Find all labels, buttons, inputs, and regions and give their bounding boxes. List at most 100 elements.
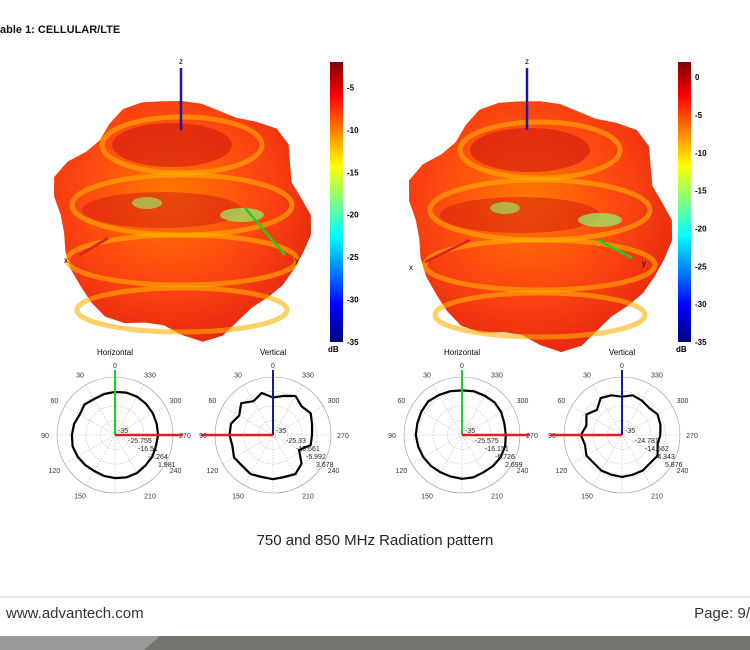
angle-tick-label: 120	[556, 468, 568, 475]
angle-tick-label: 210	[302, 494, 314, 501]
angle-tick-label: 0	[620, 363, 624, 370]
angle-tick-label: 210	[144, 494, 156, 501]
r-tick-label: -6.726	[495, 454, 515, 461]
r-tick-label: 5.876	[665, 462, 683, 469]
page-number: Page: 9/	[694, 605, 750, 622]
figure-caption: 750 and 850 MHz Radiation pattern	[256, 532, 494, 549]
polar-plot-3: Horizontal 0 330 300 270 240 210 150 120 90 60 30 -3…	[388, 348, 538, 501]
y-axis-label: y	[642, 259, 646, 268]
colorbar-tick-label: -25	[347, 253, 359, 262]
angle-tick-label: 60	[397, 398, 405, 405]
surface-lobe	[112, 123, 232, 167]
angle-tick-label: 90	[548, 433, 556, 440]
colorbar-tick-label: -15	[347, 168, 359, 177]
colorbar-tick-label: -10	[347, 126, 359, 135]
radiation-pattern-curve	[414, 389, 507, 480]
angle-tick-label: 270	[179, 433, 191, 440]
polar-plot-2: Vertical0330300270240210150120906030-35-…	[199, 348, 349, 501]
polar-plot-1: Horizontal 0 330 300 270 240 210 150 120 90 60 30 -3…	[41, 348, 191, 501]
x-axis	[424, 238, 471, 264]
surface-ring	[432, 290, 648, 340]
surface-spot	[490, 202, 520, 214]
angle-tick-label: 210	[651, 494, 663, 501]
angle-tick-label: 0	[460, 363, 464, 370]
angle-tick-label: 90	[41, 433, 49, 440]
angle-tick-label: 210	[491, 494, 503, 501]
angle-tick-label: 300	[170, 398, 182, 405]
colorbar-tick-label: -35	[695, 338, 707, 347]
r-tick-label: -35	[118, 428, 128, 435]
surface-plot-2: z x y 0 -5 -10 -15 -20 -25 -30 -35 dB	[409, 57, 707, 354]
surface-lobe	[470, 128, 590, 172]
radiation-pattern-curve	[579, 394, 662, 478]
polar-title: Horizontal	[97, 348, 133, 357]
surface-spot	[132, 197, 162, 209]
r-tick-label: -16.151	[485, 446, 509, 453]
table-title: able 1: CELLULAR/LTE	[0, 24, 121, 36]
surface-ring	[64, 232, 300, 288]
colorbar-tick-label: -5	[347, 83, 355, 92]
footer-divider	[0, 596, 750, 598]
surface-spot	[220, 208, 264, 222]
r-tick-label: 1.981	[158, 462, 176, 469]
angle-tick-label: 270	[526, 433, 538, 440]
r-tick-label: 2.699	[505, 462, 523, 469]
angle-tick-label: 330	[144, 372, 156, 379]
colorbar-tick-label: -15	[695, 187, 707, 196]
angle-tick-label: 270	[337, 433, 349, 440]
z-axis-label: z	[525, 57, 529, 66]
polar-title: Horizontal	[444, 348, 480, 357]
r-tick-label: -5.992	[306, 454, 326, 461]
r-tick-label: -16.51	[138, 446, 158, 453]
angle-tick-label: 120	[49, 468, 61, 475]
colorbar-tick-label: -20	[347, 211, 359, 220]
angle-tick-label: 330	[491, 372, 503, 379]
angle-tick-label: 150	[74, 494, 86, 501]
y-axis	[244, 207, 286, 256]
colorbar-tick-label: -30	[695, 300, 707, 309]
colorbar-unit-label: dB	[328, 345, 339, 354]
colorbar-tick-label: -25	[695, 262, 707, 271]
r-tick-label: -4.343	[655, 454, 675, 461]
angle-tick-label: 270	[686, 433, 698, 440]
angle-tick-label: 240	[328, 468, 340, 475]
footer-bar-accent	[0, 636, 160, 650]
z-axis-label: z	[179, 57, 183, 66]
angle-tick-label: 60	[557, 398, 565, 405]
angle-tick-label: 30	[583, 372, 591, 379]
footer-website[interactable]: www.advantech.com	[6, 605, 144, 622]
radiation-pattern-curve	[228, 391, 314, 481]
angle-tick-label: 60	[50, 398, 58, 405]
angle-tick-label: 30	[423, 372, 431, 379]
angle-tick-label: 120	[396, 468, 408, 475]
angle-tick-label: 240	[677, 468, 689, 475]
r-tick-label: -35	[465, 428, 475, 435]
colorbar	[330, 62, 343, 342]
angle-tick-label: 90	[388, 433, 396, 440]
x-axis	[79, 236, 109, 257]
surface-lobe	[82, 192, 242, 228]
r-tick-label: -24.781	[635, 438, 659, 445]
r-tick-label: 3.678	[316, 462, 334, 469]
surface-spot	[578, 213, 622, 227]
angle-tick-label: 150	[232, 494, 244, 501]
angle-tick-label: 300	[517, 398, 529, 405]
angle-tick-label: 30	[234, 372, 242, 379]
angle-tick-label: 150	[581, 494, 593, 501]
polar-title: Vertical	[260, 348, 286, 357]
angle-tick-label: 60	[208, 398, 216, 405]
colorbar-tick-label: -5	[695, 111, 703, 120]
y-axis	[597, 238, 633, 260]
angle-tick-label: 90	[199, 433, 207, 440]
colorbar-unit-label: dB	[676, 345, 687, 354]
angle-tick-label: 300	[677, 398, 689, 405]
colorbar	[678, 62, 691, 342]
angle-tick-label: 0	[113, 363, 117, 370]
colorbar-tick-label: -35	[347, 338, 359, 347]
r-tick-label: -35	[625, 428, 635, 435]
r-tick-label: -25.33	[286, 438, 306, 445]
r-tick-label: -7.264	[148, 454, 168, 461]
angle-tick-label: 330	[651, 372, 663, 379]
colorbar-tick-label: -10	[695, 149, 707, 158]
angle-tick-label: 300	[328, 398, 340, 405]
